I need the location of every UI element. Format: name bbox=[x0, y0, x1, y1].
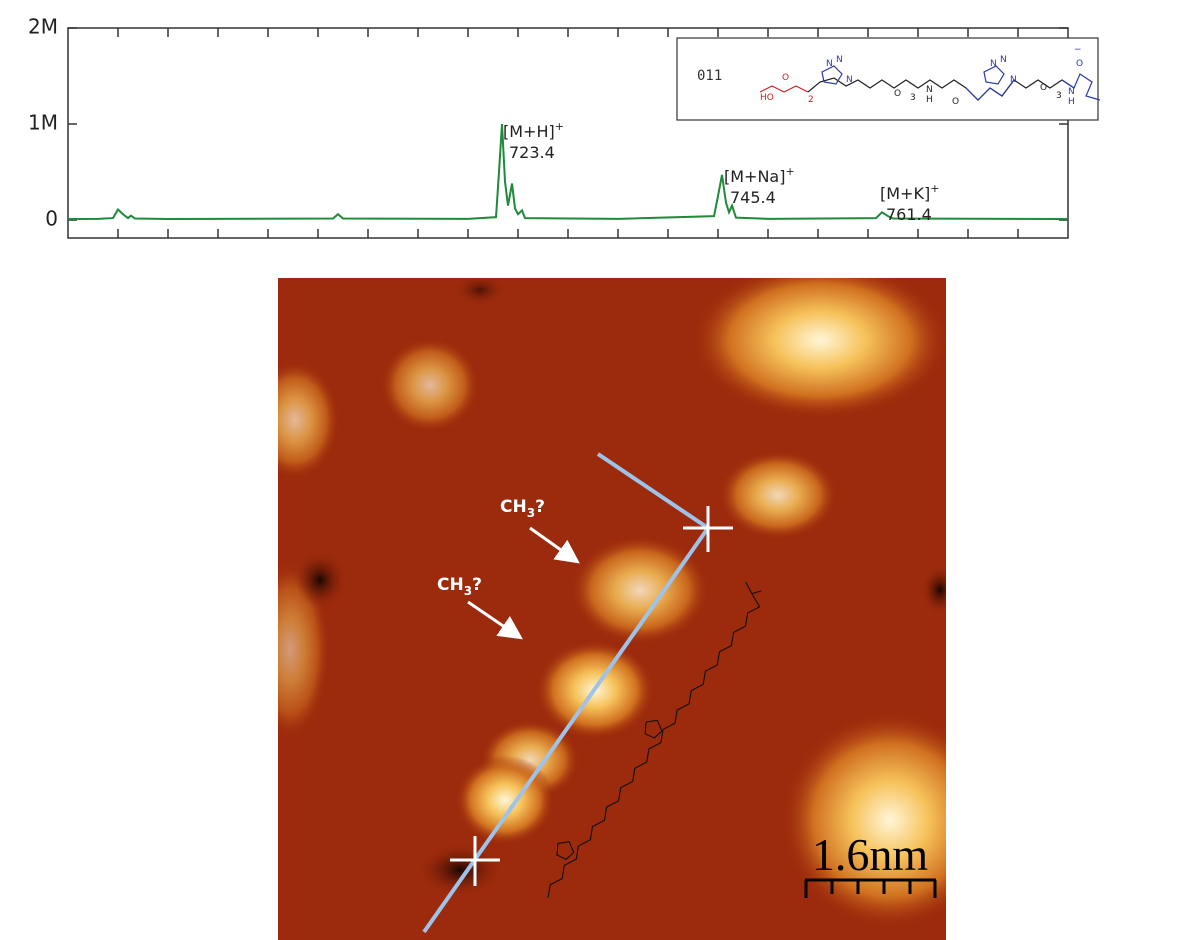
stm-image: CH3?CH3? 1.6nm bbox=[278, 278, 946, 940]
ion: [M+K] bbox=[880, 184, 930, 203]
atom-label: 3 bbox=[1056, 91, 1062, 101]
ion: [M+H] bbox=[503, 122, 555, 141]
scale-bar bbox=[804, 878, 937, 898]
ch3-main: CH bbox=[500, 497, 527, 517]
atom-label: 3 bbox=[910, 93, 916, 103]
dark-spot bbox=[922, 566, 946, 614]
atom-label: O bbox=[952, 97, 959, 107]
ch3-sub: 3 bbox=[527, 506, 535, 520]
atom-label: N bbox=[1068, 87, 1075, 97]
atom-label: H bbox=[926, 95, 933, 105]
ch3-tail: ? bbox=[472, 575, 482, 595]
blob bbox=[570, 535, 710, 645]
atom-label: N bbox=[1010, 75, 1017, 85]
crosshair bbox=[450, 506, 733, 886]
atom-label: 2 bbox=[808, 95, 814, 105]
ch3-main: CH bbox=[437, 575, 464, 595]
dark-spot bbox=[295, 552, 345, 608]
peak-label: [M+H]+ bbox=[503, 120, 564, 141]
ring bbox=[983, 65, 1005, 85]
atom-label: N bbox=[1000, 55, 1007, 65]
blob bbox=[718, 450, 838, 540]
charge: + bbox=[555, 120, 564, 133]
blob bbox=[455, 755, 555, 845]
bond bbox=[759, 85, 809, 93]
peak-mz: 761.4 bbox=[886, 205, 932, 224]
atom-label: N bbox=[846, 75, 853, 85]
y-tick-label: 1M bbox=[28, 111, 58, 135]
molecule-overlay bbox=[547, 581, 762, 899]
atom-label: O bbox=[1076, 59, 1083, 69]
arrow bbox=[467, 600, 523, 640]
arrow bbox=[529, 526, 580, 564]
ch3-label: CH3? bbox=[500, 497, 545, 520]
atom-label: H bbox=[1068, 97, 1075, 107]
blob bbox=[780, 710, 946, 930]
atom-label: N bbox=[836, 55, 843, 65]
atom-label: O bbox=[782, 73, 789, 83]
charge: + bbox=[785, 165, 794, 178]
atom-label: N bbox=[926, 85, 933, 95]
dark-spot bbox=[420, 845, 500, 895]
blob bbox=[690, 278, 946, 420]
atom-label: N bbox=[826, 59, 833, 69]
dark-spot bbox=[455, 278, 505, 305]
ion: [M+Na] bbox=[724, 167, 785, 186]
stm-labels: CH3?CH3? bbox=[437, 497, 545, 598]
atom-label: − bbox=[1074, 45, 1082, 55]
bond bbox=[1061, 73, 1101, 101]
y-tick-label: 0 bbox=[45, 207, 58, 231]
y-tick-label: 2M bbox=[28, 15, 58, 39]
ch3-tail: ? bbox=[535, 497, 545, 517]
inset-id: 011 bbox=[697, 68, 722, 84]
atom-label: HO bbox=[760, 93, 774, 103]
charge: + bbox=[930, 182, 939, 195]
ring bbox=[821, 65, 843, 85]
atom-label: O bbox=[894, 89, 901, 99]
peak-mz: 723.4 bbox=[509, 143, 555, 162]
bond bbox=[965, 79, 1015, 101]
blob bbox=[380, 337, 480, 433]
ch3-label: CH3? bbox=[437, 575, 482, 598]
inset-box bbox=[676, 37, 1099, 121]
bond bbox=[807, 77, 1075, 101]
atom-label: N bbox=[990, 59, 997, 69]
ch3-sub: 3 bbox=[464, 584, 472, 598]
peak-mz: 745.4 bbox=[730, 188, 776, 207]
blob bbox=[278, 360, 340, 480]
spectrum-line bbox=[67, 123, 1069, 221]
atom-label: O bbox=[1040, 83, 1047, 93]
scale-label: 1.6nm bbox=[812, 829, 929, 880]
peak-label: [M+K]+ bbox=[880, 182, 939, 203]
peak-label: [M+Na]+ bbox=[724, 165, 795, 186]
